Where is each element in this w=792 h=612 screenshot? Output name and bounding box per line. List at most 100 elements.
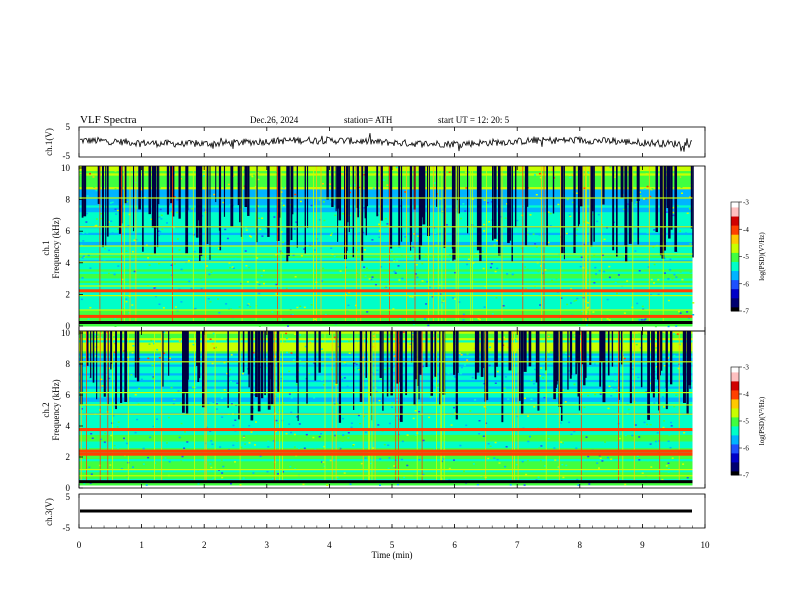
colorbar-cell (731, 455, 739, 458)
sferic-bright (659, 331, 661, 481)
sferic-bright (440, 331, 442, 481)
spectrogram-cell (123, 437, 125, 440)
sferic-dark (400, 166, 403, 242)
spectrogram-cell (504, 376, 507, 378)
spectrogram-cell (609, 166, 612, 169)
spectrogram-cell (437, 386, 440, 389)
spectrogram-cell (294, 276, 297, 278)
spectrogram-cell (160, 218, 163, 220)
spectrogram-cell (665, 465, 668, 467)
sferic-bright (241, 166, 243, 322)
sferic-dark (103, 331, 106, 397)
spectrogram-cell (386, 184, 389, 186)
low-frequency-band (79, 480, 693, 484)
spectrogram-cell (184, 431, 186, 433)
spectrogram-cell (239, 208, 242, 210)
spectrogram-cell (435, 298, 438, 300)
spectrogram-cell (157, 230, 160, 232)
spectrogram-cell (173, 171, 176, 173)
spectrogram-cell (333, 255, 336, 258)
sferic-dark (612, 166, 615, 251)
spectrogram-cell (488, 364, 491, 367)
spectrogram-cell (322, 183, 324, 185)
spectrogram-cell (594, 205, 597, 208)
sferic-dark (620, 331, 623, 365)
sferic-dark (238, 331, 240, 420)
spectrogram-cell (158, 187, 161, 189)
spectrogram-cell (524, 266, 527, 268)
colorbar-cell (731, 309, 739, 312)
spectrogram-cell (192, 234, 195, 236)
spectrogram-cell (646, 459, 649, 462)
spectrogram-cell (571, 174, 574, 176)
spectrogram-cell (383, 368, 386, 371)
spectrogram-cell (222, 465, 225, 468)
ch1-frequency-label: Frequency (kHz) (51, 217, 61, 278)
spectrogram-cell (657, 293, 660, 296)
ytick-label: 2 (66, 289, 71, 299)
spectrogram-cell (213, 207, 216, 209)
spectrogram-cell (431, 295, 434, 298)
colorbar-cell (731, 467, 739, 471)
spectrogram-cell (384, 217, 387, 220)
sferic-dark (369, 331, 372, 396)
spectrogram-cell (396, 399, 398, 401)
spectrogram-cell (406, 464, 409, 467)
spectrogram-cell (301, 221, 304, 224)
spectrogram-cell (409, 255, 412, 258)
colorbar-cell (731, 404, 739, 408)
spectrogram-row (79, 248, 693, 252)
spectrogram-cell (650, 466, 653, 468)
spectrogram-cell (82, 232, 85, 234)
spectrogram-cell (110, 434, 113, 437)
spectrogram-cell (358, 368, 361, 371)
spectrogram-row (79, 223, 693, 226)
spectrogram-cell (527, 415, 530, 417)
spectrogram-cell (411, 339, 414, 342)
spectrogram-cell (605, 444, 608, 447)
sferic-bright (369, 331, 370, 481)
spectrogram-cell (383, 443, 386, 446)
spectrogram-cell (544, 465, 546, 467)
spectrogram-cell (663, 257, 666, 259)
sferic-dark (492, 166, 494, 241)
sferic-dark (102, 166, 104, 248)
spectrogram-cell (112, 409, 115, 412)
colorbar-cell (731, 448, 739, 451)
spectrogram-cell (87, 318, 90, 320)
spectrogram-cell (530, 398, 533, 400)
spectrogram-cell (131, 415, 134, 417)
spectrogram-cell (675, 276, 678, 278)
spectrogram-cell (393, 355, 396, 357)
spectrogram-cell (287, 325, 289, 327)
spectrogram-cell (224, 228, 227, 231)
spectrogram-cell (450, 376, 453, 379)
sferic-bright (436, 331, 437, 481)
spectrogram-cell (576, 297, 579, 300)
spectrogram-cell (527, 440, 530, 443)
spectrogram-cell (400, 241, 403, 243)
spectrogram-cell (97, 341, 99, 343)
spectrogram-cell (433, 182, 436, 184)
spectrogram-cell (538, 447, 541, 449)
spectrogram-cell (671, 457, 674, 459)
spectrogram-cell (93, 333, 96, 335)
sferic-bright (618, 331, 619, 481)
spectrogram-row (79, 296, 693, 300)
colorbar-cell (731, 392, 739, 395)
spectrogram-cell (322, 331, 325, 333)
sferic-dark (668, 166, 671, 239)
spectrogram-cell (505, 265, 508, 268)
spectrogram-cell (176, 238, 179, 240)
spectrogram-cell (263, 282, 265, 285)
spectrogram-cell (112, 366, 114, 368)
sferic-dark (182, 331, 185, 413)
spectrogram-cell (205, 426, 208, 429)
spectrogram-row (79, 460, 693, 464)
spectrogram-cell (326, 384, 329, 386)
spectrogram-cell (319, 466, 322, 469)
spectrogram-cell (631, 368, 634, 370)
colorbar-cell (731, 367, 739, 370)
sferic-dark (663, 166, 666, 251)
spectrogram-cell (290, 411, 293, 414)
